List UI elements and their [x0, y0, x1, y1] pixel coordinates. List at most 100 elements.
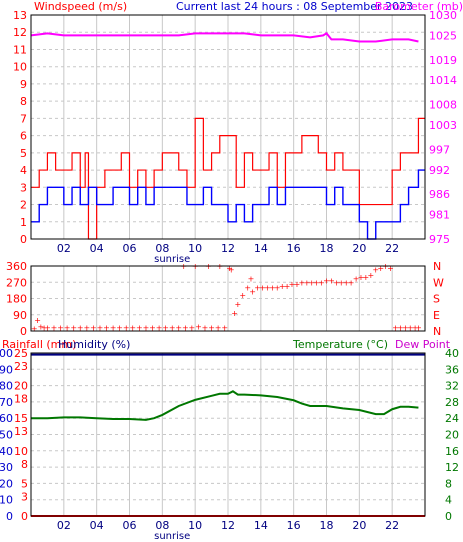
y-tick-label-rain: 13 [14, 425, 28, 438]
y-tick-label-left: 4 [20, 164, 27, 177]
y-tick-label-rain: 18 [14, 393, 28, 406]
direction-point: + [367, 271, 374, 280]
x-tick-label: 14 [254, 519, 268, 532]
direction-point: + [123, 323, 130, 332]
direction-point: + [289, 280, 296, 289]
y-tick-label-right: 1025 [429, 29, 457, 42]
y-tick-label-temperature: 40 [445, 347, 459, 360]
direction-point: + [97, 323, 104, 332]
temperature-title: Temperature (°C) [292, 338, 388, 351]
direction-point: + [338, 278, 345, 287]
direction-point: + [294, 280, 301, 289]
y-tick-label-left: 7 [20, 112, 27, 125]
direction-point: + [51, 323, 58, 332]
direction-point: + [34, 316, 41, 325]
y-tick-label-left: 11 [13, 43, 27, 56]
direction-point: + [231, 309, 238, 318]
y-tick-label-right: 986 [429, 188, 450, 201]
direction-point: + [392, 323, 399, 332]
direction-point: + [208, 323, 215, 332]
direction-point: + [37, 322, 44, 331]
direction-point: + [323, 276, 330, 285]
y-tick-label-left: 180 [6, 293, 27, 306]
y-tick-label-right: 1030 [429, 9, 457, 22]
direction-point: + [129, 323, 136, 332]
y-tick-label-humidity: 40 [0, 445, 13, 458]
direction-point: + [284, 282, 291, 291]
direction-point: + [397, 323, 404, 332]
x-tick-label: 20 [352, 519, 366, 532]
direction-point: + [248, 275, 255, 284]
y-tick-label-right: 997 [429, 143, 450, 156]
direction-point: + [402, 323, 409, 332]
y-tick-label-rain: 0 [21, 510, 28, 523]
direction-point: + [387, 264, 394, 273]
rain-humidity-temperature-panel: 0102030405060708090100035810131518202325… [0, 347, 459, 542]
x-tick-label: 10 [188, 519, 202, 532]
x-tick-label: 04 [90, 519, 104, 532]
y-tick-label-right: 992 [429, 164, 450, 177]
x-tick-label: 20 [352, 242, 366, 255]
y-tick-label-left: 10 [13, 61, 27, 74]
y-tick-label-humidity: 0 [6, 510, 13, 523]
x-tick-label: 18 [320, 242, 334, 255]
y-tick-label-right: 1003 [429, 119, 457, 132]
direction-point: + [215, 323, 222, 332]
x-tick-label: 04 [90, 242, 104, 255]
direction-point: + [57, 323, 64, 332]
x-tick-label: 12 [221, 242, 235, 255]
y-tick-label-left: 3 [20, 181, 27, 194]
x-tick-label: 14 [254, 242, 268, 255]
y-tick-label-temperature: 36 [445, 363, 459, 376]
direction-point: + [348, 278, 355, 287]
y-tick-label-rain: 10 [14, 445, 28, 458]
direction-point: + [249, 287, 256, 296]
y-tick-label-left: 13 [13, 9, 27, 22]
y-tick-label-right: 1014 [429, 74, 457, 87]
direction-point: + [156, 323, 163, 332]
y-tick-label-temperature: 20 [445, 429, 459, 442]
series-line-wind-average [31, 169, 425, 240]
y-tick-label-right: W [433, 276, 444, 289]
humidity-title: Humidity (%) [58, 338, 130, 351]
chart-title: Current last 24 hours : 08 September 202… [176, 0, 413, 13]
sunrise-annotation: sunrise [154, 531, 190, 542]
direction-point: + [70, 323, 77, 332]
y-tick-label-rain: 15 [14, 412, 28, 425]
dew-point-title: Dew Point [395, 338, 451, 351]
y-tick-label-left: 90 [13, 309, 27, 322]
x-tick-label: 16 [287, 519, 301, 532]
direction-point: + [169, 323, 176, 332]
direction-point: + [31, 324, 38, 333]
direction-point: + [239, 291, 246, 300]
direction-point: + [143, 323, 150, 332]
y-tick-label-left: 270 [6, 276, 27, 289]
direction-point: + [41, 323, 48, 332]
series-line-temperature [31, 390, 419, 421]
direction-point: + [318, 278, 325, 287]
y-tick-label-left: 12 [13, 26, 27, 39]
series-line-wind-gust [31, 117, 425, 240]
y-tick-label-rain: 20 [14, 380, 28, 393]
y-tick-label-rain: 8 [21, 458, 28, 471]
direction-point: + [269, 284, 276, 293]
y-tick-label-rain: 5 [21, 477, 28, 490]
direction-point: + [377, 264, 384, 273]
direction-point: + [149, 323, 156, 332]
y-tick-label-humidity: 70 [0, 396, 13, 409]
x-tick-label: 08 [155, 519, 169, 532]
direction-point: + [412, 323, 419, 332]
direction-point: + [110, 323, 117, 332]
direction-point: + [363, 273, 370, 282]
y-tick-label-left: 9 [20, 78, 27, 91]
direction-point: + [195, 322, 202, 331]
y-tick-label-temperature: 8 [445, 477, 452, 490]
direction-point: + [279, 282, 286, 291]
direction-point: + [358, 273, 365, 282]
direction-point: + [90, 323, 97, 332]
direction-point: + [264, 284, 271, 293]
plot-frame [30, 352, 426, 517]
